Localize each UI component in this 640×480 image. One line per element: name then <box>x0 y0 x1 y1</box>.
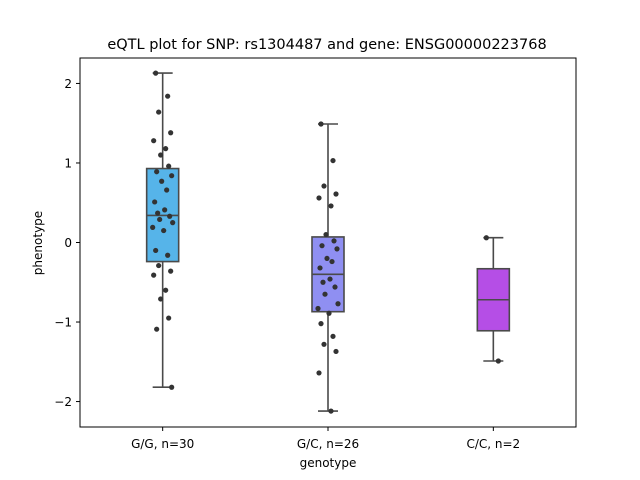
data-point <box>322 291 328 297</box>
data-point <box>154 326 160 332</box>
data-point <box>327 276 333 282</box>
data-point <box>154 169 160 175</box>
data-point <box>316 370 322 376</box>
box-group <box>476 235 511 364</box>
data-point <box>161 227 167 234</box>
data-point <box>331 238 337 244</box>
data-point <box>165 252 171 258</box>
data-point <box>323 231 329 238</box>
chart-title: eQTL plot for SNP: rs1304487 and gene: E… <box>107 37 546 53</box>
box-group <box>311 121 345 414</box>
data-point <box>330 157 336 164</box>
data-point <box>163 146 169 152</box>
y-tick-label: 0 <box>64 236 72 250</box>
data-point <box>333 348 339 355</box>
data-point <box>318 121 324 127</box>
data-point <box>168 268 174 274</box>
data-point <box>169 173 175 179</box>
data-point <box>162 207 168 213</box>
data-point <box>168 130 174 136</box>
data-point <box>156 262 162 269</box>
x-tick-label: C/C, n=2 <box>466 437 520 451</box>
data-point <box>150 224 156 230</box>
box-group <box>145 70 180 390</box>
data-point <box>166 315 172 321</box>
data-point <box>151 272 157 278</box>
data-point <box>495 358 501 364</box>
data-point <box>153 247 159 254</box>
data-point <box>321 183 327 189</box>
data-point <box>328 203 334 209</box>
data-point <box>335 301 341 307</box>
data-point <box>152 199 158 205</box>
data-point <box>151 138 157 144</box>
data-point <box>318 321 324 327</box>
data-point <box>165 93 171 99</box>
data-point <box>321 341 327 347</box>
data-point <box>155 210 161 216</box>
data-point <box>167 213 173 219</box>
data-point <box>158 152 164 158</box>
data-point <box>317 265 323 271</box>
data-point <box>153 70 159 76</box>
data-point <box>170 220 176 226</box>
data-point <box>326 310 332 316</box>
data-point <box>324 255 330 262</box>
y-tick-label: 1 <box>64 156 72 170</box>
y-tick-label: 2 <box>64 77 72 91</box>
data-point <box>164 187 170 193</box>
data-point <box>319 243 325 249</box>
data-point <box>156 109 162 115</box>
data-point <box>158 296 164 302</box>
y-axis-label: phenotype <box>31 211 45 275</box>
x-tick-label: G/G, n=30 <box>131 437 194 451</box>
data-point <box>157 216 163 223</box>
data-point <box>483 235 489 241</box>
data-point <box>328 408 334 414</box>
data-point <box>159 178 165 184</box>
data-point <box>166 163 172 169</box>
data-point <box>320 279 326 285</box>
data-point <box>315 305 321 312</box>
data-point <box>329 258 335 265</box>
data-point <box>330 333 336 339</box>
y-tick-label: −1 <box>54 316 72 330</box>
data-point <box>332 284 338 290</box>
data-point <box>334 246 340 252</box>
x-tick-label: G/C, n=26 <box>297 437 359 451</box>
data-point <box>163 287 169 293</box>
x-axis-label: genotype <box>300 456 357 470</box>
y-tick-label: −2 <box>54 395 72 409</box>
data-point <box>169 384 175 390</box>
data-point <box>316 195 322 201</box>
data-point <box>333 191 339 197</box>
